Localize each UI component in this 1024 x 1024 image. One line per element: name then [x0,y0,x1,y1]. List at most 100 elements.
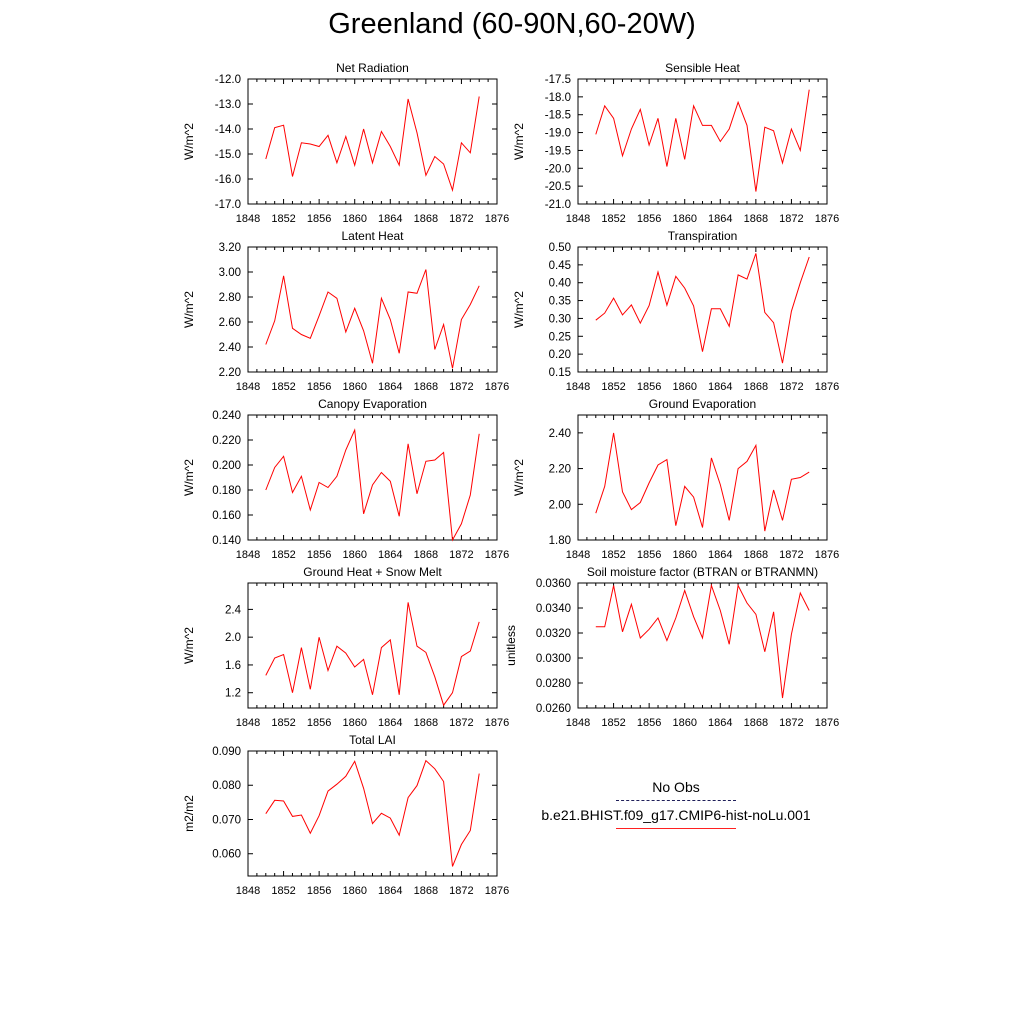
x-tick-label: 1872 [449,717,473,729]
page-title: Greenland (60-90N,60-20W) [328,8,696,40]
series-line [595,583,810,699]
y-tick-label: 2.20 [549,464,571,476]
y-tick-label: -17.0 [215,199,241,211]
x-tick-label: 1864 [378,717,402,729]
x-tick-label: 1860 [342,717,366,729]
legend-obs-line [616,800,736,801]
x-tick-label: 1860 [342,885,366,897]
y-tick-label: 0.0340 [536,603,571,615]
panel-title: Total LAI [349,733,396,747]
y-tick-label: 0.160 [212,510,241,522]
series-line [265,759,480,867]
panel-title: Transpiration [668,229,738,243]
x-tick-label: 1872 [779,381,803,393]
x-tick-label: 1856 [307,885,331,897]
x-tick-label: 1848 [236,381,260,393]
y-tick-label: 0.0280 [536,678,571,690]
y-tick-label: 0.45 [549,260,571,272]
panel-total-lai: 1848 1852 1856 1860 1864 1868 1872 1876 0.060 0.0… [182,733,509,897]
x-tick-label: 1872 [449,885,473,897]
x-tick-label: 1876 [815,381,839,393]
plot-frame [577,414,828,541]
plot-frame [247,78,498,205]
series-line [595,89,810,192]
x-tick-label: 1852 [601,717,625,729]
y-tick-label: -17.5 [545,74,571,86]
x-tick-label: 1860 [342,549,366,561]
y-tick-label: 0.40 [549,278,571,290]
x-tick-label: 1872 [449,381,473,393]
y-tick-label: 1.80 [549,535,571,547]
y-tick-label: 0.220 [212,435,241,447]
x-tick-label: 1868 [414,549,438,561]
panel-title: Soil moisture factor (BTRAN or BTRANMN) [587,565,818,579]
x-tick-label: 1876 [485,717,509,729]
y-tick-label: 0.240 [212,410,241,422]
x-tick-label: 1852 [271,717,295,729]
panel-canopy-evaporation: 1848 1852 1856 1860 1864 1868 1872 1876 0.140 0.1… [182,397,509,561]
panel-latent-heat: 1848 1852 1856 1860 1864 1868 1872 1876 2.20 2.40… [182,229,509,393]
panel-transpiration: 1848 1852 1856 1860 1864 1868 1872 1876 0.15 0.20… [512,229,839,393]
y-tick-label: -12.0 [215,74,241,86]
panel-title: Sensible Heat [665,61,740,75]
x-tick-label: 1864 [708,381,732,393]
y-tick-label: 0.070 [212,814,241,826]
y-tick-label: 0.0300 [536,653,571,665]
panel-net-radiation: 1848 1852 1856 1860 1864 1868 1872 1876 -17.0 -16… [182,61,509,225]
y-tick-label: -15.0 [215,149,241,161]
y-axis-label: unitless [504,625,518,666]
x-tick-label: 1868 [744,381,768,393]
y-tick-label: 3.20 [219,242,241,254]
x-tick-label: 1876 [815,549,839,561]
y-tick-label: 0.080 [212,780,241,792]
x-tick-label: 1868 [744,549,768,561]
y-tick-label: 2.60 [219,317,241,329]
y-tick-label: -19.5 [545,145,571,157]
y-axis-label: W/m^2 [182,627,196,664]
y-axis-label: W/m^2 [182,459,196,496]
panel-title: Ground Evaporation [649,397,756,411]
y-tick-label: 1.2 [225,688,241,700]
x-tick-label: 1876 [485,381,509,393]
x-tick-label: 1872 [449,213,473,225]
x-tick-label: 1876 [485,549,509,561]
x-tick-label: 1852 [601,549,625,561]
legend-run-label: b.e21.BHIST.f09_g17.CMIP6-hist-noLu.001 [541,807,811,823]
x-tick-label: 1860 [672,213,696,225]
y-axis-label: m2/m2 [182,795,196,832]
x-tick-label: 1864 [378,885,402,897]
y-tick-label: 0.0320 [536,628,571,640]
y-tick-label: -18.0 [545,92,571,104]
x-tick-label: 1848 [566,381,590,393]
y-tick-label: 1.6 [225,660,241,672]
x-tick-label: 1872 [449,549,473,561]
panel-title: Ground Heat + Snow Melt [303,565,442,579]
x-tick-label: 1856 [637,717,661,729]
y-axis-label: W/m^2 [512,123,526,160]
x-tick-label: 1860 [342,381,366,393]
panel-sensible-heat: 1848 1852 1856 1860 1864 1868 1872 1876 -21.0 -20… [512,61,839,225]
x-tick-label: 1852 [601,381,625,393]
x-tick-label: 1860 [342,213,366,225]
y-tick-label: 0.0260 [536,703,571,715]
x-tick-label: 1868 [744,213,768,225]
x-tick-label: 1856 [637,549,661,561]
x-tick-label: 1848 [566,717,590,729]
plot-frame [247,414,498,541]
x-tick-label: 1876 [815,213,839,225]
y-tick-label: 0.30 [549,313,571,325]
y-tick-label: -20.0 [545,163,571,175]
y-tick-label: 2.40 [549,428,571,440]
y-tick-label: 2.80 [219,292,241,304]
plot-frame [247,246,498,373]
x-tick-label: 1848 [236,213,260,225]
x-tick-label: 1856 [637,381,661,393]
y-tick-label: 0.090 [212,746,241,758]
x-tick-label: 1868 [414,717,438,729]
plot-frame [247,582,498,709]
x-tick-label: 1864 [378,213,402,225]
x-tick-label: 1872 [779,717,803,729]
x-tick-label: 1864 [378,381,402,393]
legend-run-line [616,828,736,829]
y-tick-label: 2.0 [225,632,241,644]
